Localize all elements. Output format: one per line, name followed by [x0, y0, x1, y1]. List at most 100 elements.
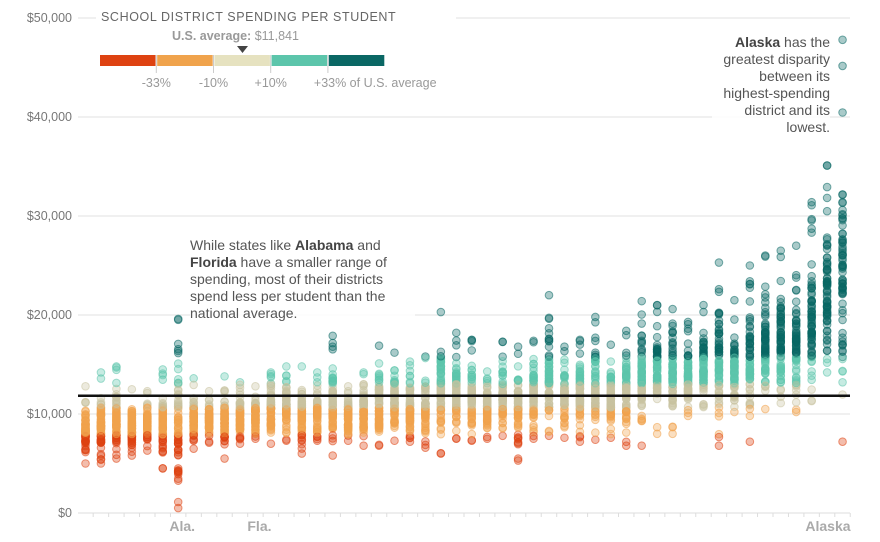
district-dot	[96, 431, 106, 441]
district-dot	[637, 377, 647, 386]
district-dot	[575, 368, 585, 377]
x-label: Alaska	[805, 518, 850, 534]
district-dot	[791, 305, 801, 315]
state-column	[482, 367, 492, 444]
district-dot	[791, 273, 801, 282]
district-dot	[838, 190, 847, 199]
district-dot	[822, 182, 832, 192]
district-dot	[158, 443, 168, 453]
district-dot	[807, 260, 816, 269]
district-dot	[807, 367, 816, 376]
district-dot	[621, 428, 631, 437]
district-dot	[452, 405, 461, 415]
district-dot	[730, 339, 739, 349]
district-dot	[96, 400, 106, 410]
district-dot	[606, 372, 616, 382]
district-dot	[807, 200, 816, 210]
district-dot	[421, 427, 430, 436]
district-dot	[513, 454, 523, 463]
district-dot	[204, 422, 214, 432]
state-column	[683, 317, 693, 421]
legend-average: U.S. average: $11,841	[96, 29, 456, 43]
state-column	[513, 342, 523, 465]
district-dot	[405, 407, 415, 416]
district-dot	[158, 463, 168, 473]
state-column	[822, 161, 832, 377]
district-dot	[791, 297, 801, 306]
district-dot	[761, 364, 770, 374]
district-dot	[621, 373, 631, 382]
legend-tick-label: +10%	[255, 76, 287, 90]
district-dot	[251, 420, 260, 430]
district-dot	[390, 436, 399, 446]
district-dot	[312, 427, 322, 437]
district-dot	[96, 425, 106, 435]
district-dot	[96, 455, 106, 464]
district-dot	[297, 435, 307, 445]
state-column	[745, 261, 755, 447]
district-dot	[838, 108, 847, 117]
district-dot	[699, 385, 708, 394]
district-dot	[81, 410, 90, 420]
district-dot	[544, 313, 554, 323]
state-column	[96, 368, 106, 468]
district-dot	[498, 418, 507, 427]
district-dot	[112, 399, 121, 408]
district-dot	[390, 348, 399, 357]
district-dot	[822, 326, 832, 336]
state-column	[235, 378, 245, 449]
x-axis	[78, 512, 851, 517]
x-label: Fla.	[247, 518, 271, 534]
district-dot	[467, 374, 477, 383]
district-dot	[822, 161, 832, 170]
legend-title: SCHOOL DISTRICT SPENDING PER STUDENT	[101, 10, 397, 24]
district-dot	[822, 193, 832, 203]
district-dot	[220, 454, 229, 463]
district-dot	[560, 371, 569, 380]
district-dot	[730, 315, 739, 324]
district-dot	[761, 381, 770, 390]
district-dot	[807, 216, 816, 225]
district-dot	[81, 381, 90, 391]
district-dot	[282, 425, 291, 434]
state-column	[343, 381, 353, 446]
district-dot	[251, 404, 260, 413]
district-dot	[513, 342, 523, 351]
district-dot	[405, 423, 415, 432]
district-dot	[699, 334, 708, 343]
district-dot	[405, 371, 415, 381]
district-dot	[112, 438, 121, 448]
district-dot	[606, 340, 616, 350]
district-dot	[807, 310, 816, 320]
district-dot	[158, 422, 168, 432]
district-dot	[173, 474, 183, 483]
state-column	[791, 241, 801, 417]
district-dot	[575, 401, 585, 410]
state-column	[143, 386, 152, 455]
district-dot	[467, 336, 477, 346]
district-dot	[405, 415, 415, 425]
district-dot	[544, 290, 554, 300]
district-dot	[761, 252, 770, 261]
district-dot	[714, 370, 724, 380]
district-dot	[220, 372, 229, 381]
district-dot	[575, 427, 585, 437]
district-dot	[204, 405, 214, 415]
district-dot	[482, 432, 492, 442]
district-dot	[421, 437, 430, 446]
state-column	[714, 258, 724, 450]
district-dot	[838, 35, 847, 45]
district-dot	[297, 433, 307, 442]
district-dot	[405, 379, 415, 388]
district-dot	[560, 358, 569, 368]
district-dot	[467, 429, 477, 439]
district-dot	[776, 312, 786, 322]
district-dot	[822, 240, 832, 250]
district-dot	[745, 369, 755, 379]
district-dot	[529, 354, 538, 364]
district-dot	[266, 371, 276, 381]
district-dot	[282, 428, 291, 437]
district-dot	[204, 386, 214, 396]
district-dot	[776, 252, 786, 262]
district-dot	[498, 431, 507, 441]
